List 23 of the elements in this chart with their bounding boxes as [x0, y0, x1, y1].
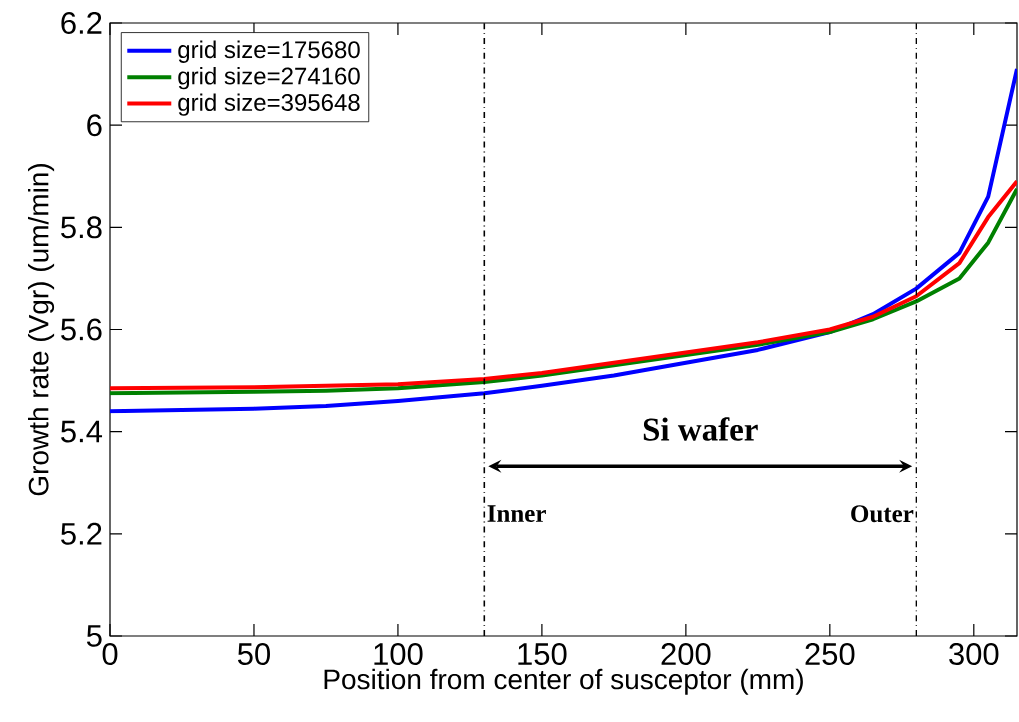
line-series — [110, 66, 1017, 414]
legend-label: grid size=395648 — [178, 93, 360, 116]
y-tick-label: 5.4 — [61, 420, 103, 443]
x-tick-label: 150 — [518, 643, 567, 666]
ref-line-label: Outer — [851, 505, 914, 523]
x-tick-label: 200 — [661, 643, 711, 666]
legend-label: grid size=175680 — [178, 40, 360, 63]
ref-line-label: Inner — [487, 505, 546, 522]
y-tick-label: 6.2 — [61, 12, 102, 34]
x-tick-label: 250 — [805, 643, 855, 666]
x-tick-label: 100 — [374, 643, 423, 666]
x-tick-label: 300 — [949, 643, 999, 666]
x-tick-label: 0 — [102, 643, 118, 666]
x-tick-label: 50 — [237, 643, 270, 666]
y-tick-label: 6 — [87, 114, 102, 137]
y-tick-label: 5.2 — [61, 522, 102, 545]
x-axis-title: Position from center of susceptor (mm) — [324, 668, 803, 695]
legend-label: grid size=274160 — [178, 66, 360, 90]
y-tick-label: 5.8 — [61, 216, 102, 239]
y-tick-label: 5 — [86, 625, 102, 647]
annotation: Si wafer — [643, 417, 758, 441]
y-tick-label: 5.6 — [61, 318, 102, 341]
y-axis-title: Growth rate (Vgr) (um/min) — [28, 164, 55, 496]
